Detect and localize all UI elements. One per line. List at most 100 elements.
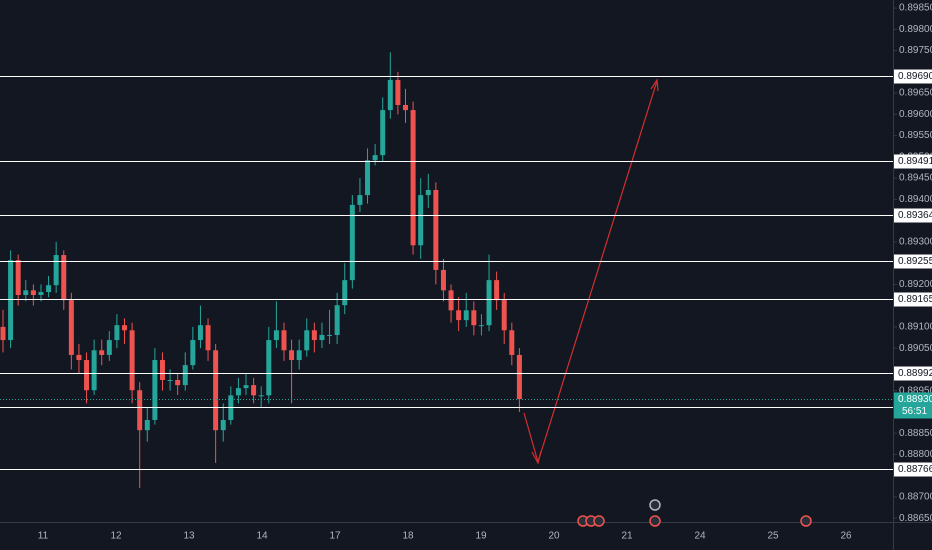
candle-body [402,104,408,111]
y-tick-label: 0.88800 [899,449,932,460]
candle-body [334,305,340,335]
candle-body [456,310,462,321]
level-label-box [894,254,932,269]
candle-body [137,390,143,431]
candle-body [213,350,219,431]
arrow-head [650,78,659,92]
candle-body [387,79,393,111]
candle-body [494,280,500,301]
candle-body [501,300,507,331]
level-label-box [894,462,932,477]
x-tick-label: 13 [183,531,195,542]
candle-body [372,155,378,161]
level-label: 0.88992 [898,368,932,379]
candle-body [319,334,325,341]
event-icon [649,499,661,511]
candle-body [15,260,21,296]
level-label-box [894,208,932,223]
level-label-box [894,292,932,307]
candle-body [516,354,522,400]
candle-body [99,350,105,355]
candle-body [311,330,317,341]
x-tick-label: 21 [621,531,633,542]
x-tick-label: 14 [256,531,268,542]
candle-body [486,280,492,326]
candle-body [182,365,188,386]
candle-body [8,260,14,341]
candle-body [175,380,181,386]
candle-body [357,195,363,205]
candle-body [395,79,401,105]
candle-body [46,285,52,293]
candle-body [197,325,203,341]
candle-body [167,380,173,382]
candle-body [190,340,196,366]
y-tick-label: 0.89750 [899,45,932,56]
candle-body [220,419,226,431]
y-tick-label: 0.89450 [899,173,932,184]
y-tick-label: 0.89300 [899,237,932,248]
candle-body [289,350,295,361]
y-tick-label: 0.89100 [899,322,932,333]
candle-body [266,340,272,396]
candle-body [471,310,477,326]
candle-body [0,326,6,341]
x-tick-label: 12 [110,531,122,542]
x-tick-label: 18 [402,531,414,542]
candle-body [327,334,333,336]
level-label: 0.89165 [898,294,932,305]
last-price-label: 0.88930 [898,394,932,405]
y-tick-label: 0.89400 [899,194,932,205]
candle-body [433,190,439,270]
candle-body [53,255,59,286]
x-tick-label: 20 [548,531,560,542]
candle-body [61,255,67,301]
candle-body [410,110,416,246]
candle-body [448,290,454,311]
candle-body [159,360,165,381]
y-tick-label: 0.88850 [899,428,932,439]
candle-body [76,354,82,361]
y-tick-label: 0.89850 [899,3,932,14]
event-icon [593,515,605,527]
arrow-up [537,80,658,463]
candle-body [281,330,287,351]
arrow-down [523,412,539,463]
candle-body [243,385,249,389]
x-tick-label: 19 [475,531,487,542]
candle-body [509,330,515,355]
candle-body [418,195,424,246]
candle-body [258,395,264,397]
x-tick-label: 26 [840,531,852,542]
candle-body [106,340,112,355]
candle-body [38,292,44,296]
x-tick-label: 17 [329,531,341,542]
level-label: 0.89255 [898,256,932,267]
candle-body [342,280,348,306]
plot [0,52,522,488]
candle-body [425,190,431,196]
candle-body [30,290,36,296]
candle-body [23,290,29,296]
event-icon [649,515,661,527]
y-tick-label: 0.89550 [899,130,932,141]
candle-body [365,160,371,196]
last-price-box [894,392,932,419]
candle-body [122,325,128,331]
y-tick-label: 0.88650 [899,513,932,524]
y-tick-label: 0.88700 [899,492,932,503]
candle-body [114,325,120,341]
x-tick-label: 11 [38,531,49,542]
level-label: 0.89690 [898,71,932,82]
candle-body [273,330,279,341]
y-tick-label: 0.89200 [899,279,932,290]
level-label: 0.88766 [898,464,932,475]
candle-body [152,360,158,420]
level-label: 0.89491 [898,156,932,167]
x-tick-label: 24 [694,531,706,542]
countdown: 56:51 [902,406,927,417]
event-icons [577,499,812,527]
level-label-box [894,69,932,84]
y-tick-label: 0.89650 [899,88,932,99]
